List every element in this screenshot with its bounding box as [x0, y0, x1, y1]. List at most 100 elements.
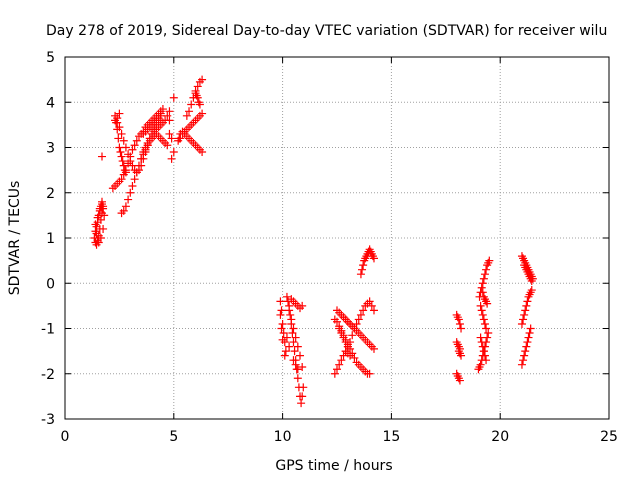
data-point: [121, 202, 130, 211]
data-point: [280, 351, 289, 360]
data-point: [527, 286, 536, 295]
data-point: [141, 145, 150, 154]
data-point: [299, 383, 308, 392]
data-point: [91, 220, 100, 229]
data-point: [454, 315, 463, 324]
data-point: [483, 299, 492, 308]
data-point: [482, 356, 491, 365]
data-point: [287, 315, 296, 324]
data-point: [522, 301, 531, 310]
data-point: [524, 333, 533, 342]
data-point: [119, 206, 128, 215]
data-point: [97, 197, 106, 206]
data-point: [297, 399, 306, 408]
data-point: [335, 324, 344, 333]
y-tick-label: -2: [41, 367, 55, 383]
data-point: [279, 329, 288, 338]
data-point: [143, 141, 152, 150]
data-point: [522, 342, 531, 351]
data-point: [169, 148, 178, 157]
data-point: [479, 315, 488, 324]
data-point: [346, 319, 355, 328]
data-point: [341, 338, 350, 347]
data-point: [195, 100, 204, 109]
data-point: [124, 150, 133, 159]
data-point: [93, 213, 102, 222]
data-point: [477, 338, 486, 347]
data-point: [278, 335, 287, 344]
x-tick-label: 10: [274, 429, 292, 445]
data-point: [298, 392, 307, 401]
y-tick-label: 0: [46, 276, 55, 292]
data-points: [90, 75, 537, 408]
data-point: [132, 168, 141, 177]
data-point: [182, 111, 191, 120]
y-tick-label: 5: [46, 50, 55, 66]
data-point: [113, 114, 122, 123]
data-point: [163, 141, 172, 150]
data-point: [369, 254, 378, 263]
y-tick-label: 2: [46, 186, 55, 202]
data-point: [293, 342, 302, 351]
data-point: [137, 154, 146, 163]
data-point: [126, 157, 135, 166]
data-point: [276, 310, 285, 319]
data-point: [281, 347, 290, 356]
data-point: [369, 306, 378, 315]
y-tick-label: -1: [41, 322, 55, 338]
data-point: [97, 152, 106, 161]
data-point: [525, 329, 534, 338]
data-point: [187, 100, 196, 109]
data-point: [476, 301, 485, 310]
data-point: [290, 347, 299, 356]
data-point: [480, 319, 489, 328]
data-point: [139, 150, 148, 159]
data-point: [484, 329, 493, 338]
data-point: [289, 356, 298, 365]
data-point: [480, 270, 489, 279]
data-point: [523, 338, 532, 347]
data-point: [92, 229, 101, 238]
data-point: [158, 105, 167, 114]
data-point: [165, 107, 174, 116]
data-point: [175, 134, 184, 143]
data-point: [478, 310, 487, 319]
data-point: [130, 141, 139, 150]
data-point: [193, 93, 202, 102]
data-point: [167, 134, 176, 143]
data-point: [288, 329, 297, 338]
data-point: [457, 324, 466, 333]
data-point: [167, 154, 176, 163]
data-point: [343, 342, 352, 351]
data-point: [113, 125, 122, 134]
data-point: [118, 157, 127, 166]
data-point: [296, 351, 305, 360]
data-point: [115, 109, 124, 118]
data-point: [479, 274, 488, 283]
data-point: [478, 279, 487, 288]
data-point: [298, 362, 307, 371]
data-point: [356, 310, 365, 319]
y-tick-label: 3: [46, 141, 55, 157]
data-point: [285, 306, 294, 315]
data-point: [477, 306, 486, 315]
data-point: [482, 324, 491, 333]
data-point: [282, 292, 291, 301]
data-point: [112, 118, 121, 127]
data-point: [298, 301, 307, 310]
data-point: [520, 310, 529, 319]
data-point: [359, 306, 368, 315]
data-point: [476, 333, 485, 342]
y-axis-label: SDTVAR / TECUs: [7, 181, 23, 296]
data-point: [455, 319, 464, 328]
data-point: [156, 111, 165, 120]
data-point: [115, 143, 124, 152]
data-point: [337, 329, 346, 338]
data-point: [521, 347, 530, 356]
y-tick-label: 1: [46, 231, 55, 247]
data-point: [367, 301, 376, 310]
data-point: [119, 136, 128, 145]
x-tick-label: 0: [61, 429, 70, 445]
data-point: [365, 369, 374, 378]
